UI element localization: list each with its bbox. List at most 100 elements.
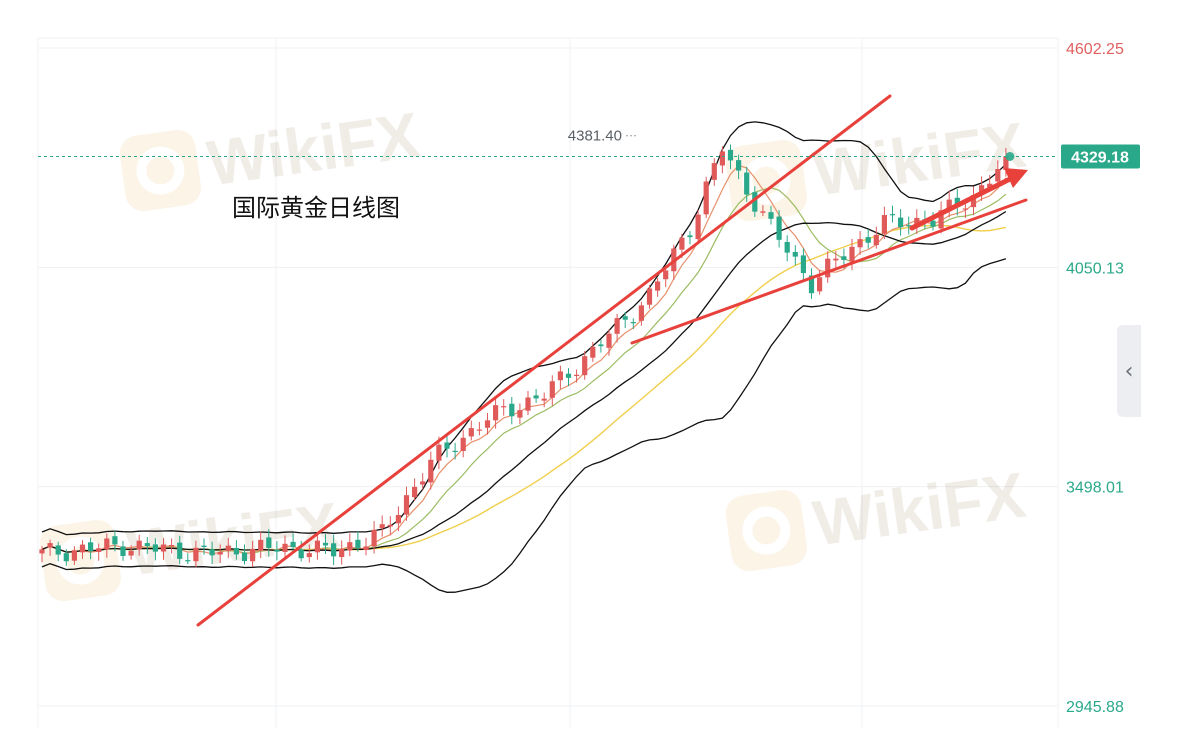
candle-body <box>889 214 896 216</box>
candle-body <box>420 481 426 485</box>
candle-body <box>768 212 774 219</box>
current-price-badge <box>1061 144 1140 169</box>
candle-body <box>169 544 175 547</box>
trend-arrow-shaft <box>909 176 1013 231</box>
candle-body <box>598 344 604 347</box>
candle-body <box>630 322 636 324</box>
candle-body <box>687 235 693 238</box>
candle-body <box>565 373 572 378</box>
watermark: WikiFX <box>119 99 424 212</box>
candle-body <box>387 524 393 527</box>
candle-body <box>549 381 555 398</box>
trendline-main <box>196 94 892 627</box>
candle-body <box>233 547 239 555</box>
candle-body <box>47 543 53 548</box>
candle-body <box>395 515 401 524</box>
wikifx-logo-icon <box>136 146 185 195</box>
candle-body <box>460 437 466 451</box>
candle-body <box>646 288 653 305</box>
bollinger-middle-line <box>41 210 1007 553</box>
candle-body <box>849 246 855 262</box>
candle-body <box>784 241 790 253</box>
candle-body <box>217 552 223 555</box>
wikifx-logo-icon <box>752 516 781 545</box>
candle-body <box>201 545 207 548</box>
candle-body <box>509 403 515 417</box>
candle-body <box>808 275 815 294</box>
candle-body <box>452 450 458 453</box>
candle-body <box>104 538 110 550</box>
candle-body <box>444 442 450 449</box>
candle-body <box>306 553 312 558</box>
candle-body <box>752 192 758 212</box>
candle-body <box>638 305 644 321</box>
candle-body <box>144 543 150 547</box>
current-price-marker <box>1005 151 1015 161</box>
candle-body <box>96 548 102 553</box>
bollinger-upper-line <box>41 121 1007 536</box>
candle-body <box>298 549 304 559</box>
candle-body <box>436 444 442 461</box>
wikifx-logo-icon <box>146 156 175 185</box>
candle-body <box>857 239 863 248</box>
candle-body <box>185 560 191 562</box>
candle-body <box>792 252 798 257</box>
wikifx-logo-icon <box>39 519 121 602</box>
candle-body <box>881 215 887 234</box>
candle-body <box>177 542 183 559</box>
candle-body <box>290 541 296 548</box>
candle-body <box>703 181 709 215</box>
candle-body <box>825 258 831 278</box>
watermark-text: WikiFX <box>203 99 424 200</box>
candle-body <box>152 544 158 552</box>
candle-body <box>606 333 612 348</box>
collapse-panel-button[interactable]: ‹ <box>1117 325 1141 417</box>
candle-body <box>88 542 94 552</box>
candle-body <box>379 524 385 529</box>
candle-body <box>1003 156 1009 170</box>
wikifx-logo-icon <box>752 166 781 195</box>
candle-body <box>112 536 118 545</box>
candle-body <box>987 183 993 188</box>
candle-body <box>63 553 69 562</box>
wikifx-logo-icon <box>725 139 807 222</box>
candle-body <box>776 216 782 240</box>
candle-body <box>347 542 353 551</box>
trendline-support <box>630 198 1028 345</box>
candle-body <box>314 540 320 553</box>
candle-body <box>428 459 434 483</box>
chart-title: 国际黄金日线图 <box>232 195 400 222</box>
wikifx-logo-icon <box>742 506 791 555</box>
ma-fast-line <box>41 164 1007 555</box>
candle-body <box>679 237 685 250</box>
trend-arrow-head <box>1004 168 1028 188</box>
candle-body <box>193 547 199 562</box>
candle-body <box>484 420 491 428</box>
candle-body <box>363 546 369 551</box>
candle-body <box>79 544 86 553</box>
candle-body <box>209 549 215 556</box>
candle-body <box>590 346 596 358</box>
candle-body <box>614 318 620 334</box>
candle-body <box>898 217 904 228</box>
candle-body <box>574 374 580 376</box>
candle-body <box>736 160 742 171</box>
candle-body <box>711 163 717 180</box>
candle-body <box>970 195 977 208</box>
candle-body <box>282 543 288 552</box>
candle-body <box>55 545 61 555</box>
candle-body <box>339 549 345 558</box>
candle-body <box>355 539 361 549</box>
bollinger-lower-line <box>41 258 1007 593</box>
candle-body <box>128 550 134 556</box>
candle-body <box>914 217 920 227</box>
wikifx-logo-icon <box>119 129 201 212</box>
chevron-left-icon: ‹ <box>1124 358 1134 384</box>
candle-body <box>493 405 499 421</box>
candle-body <box>525 397 531 411</box>
candle-body <box>962 208 968 210</box>
candle-body <box>744 172 750 195</box>
